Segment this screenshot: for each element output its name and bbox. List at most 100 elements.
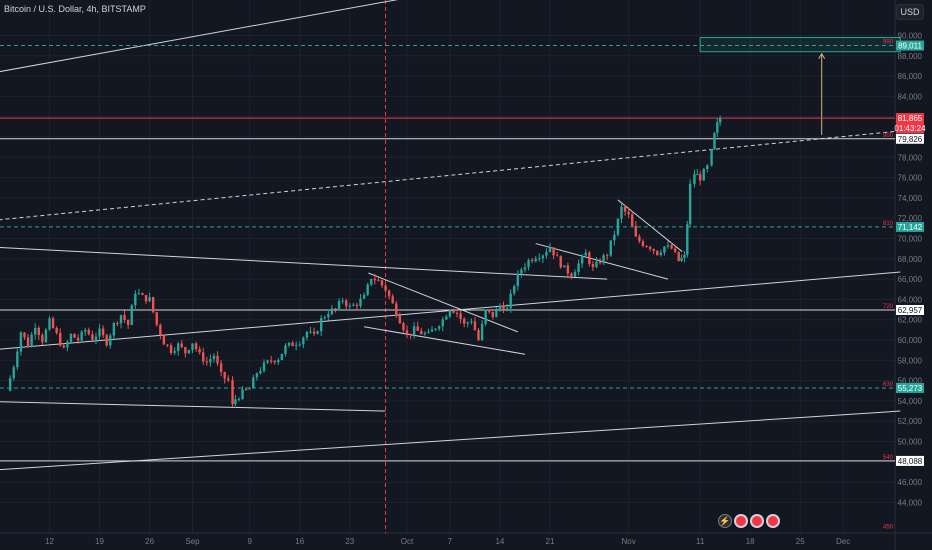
candle-body (8, 378, 12, 391)
candle-body (686, 224, 689, 255)
candle-body (391, 296, 394, 304)
candle-body (366, 284, 369, 295)
candle-body (656, 250, 659, 256)
candle-body (520, 269, 523, 274)
candle-body (688, 183, 692, 225)
candle-body (631, 214, 634, 227)
candle-body (66, 341, 69, 348)
candle-body (427, 331, 430, 333)
candle-body (580, 255, 584, 264)
level-label: 540 (883, 455, 894, 461)
candle-body (509, 293, 512, 309)
candle-body (355, 304, 359, 307)
trend-line (0, 130, 901, 221)
flash-icon[interactable]: ⚡ (718, 514, 732, 528)
candle-body (151, 297, 155, 313)
price-tag-label: 55,273 (898, 384, 923, 393)
candle-body (352, 304, 355, 306)
candle-body (305, 331, 309, 338)
candle-body (370, 278, 373, 285)
candle-body (320, 318, 323, 332)
candle-body (205, 361, 208, 363)
candle-body (434, 328, 437, 330)
candle-body (513, 286, 516, 294)
candle-body (552, 247, 555, 256)
candle-body (237, 399, 241, 401)
candle-body (162, 335, 166, 345)
us-flag-icon[interactable] (766, 514, 780, 528)
candle-body (659, 252, 663, 256)
candle-body (16, 351, 19, 368)
candle-body (34, 327, 37, 335)
us-flag-icon[interactable] (750, 514, 764, 528)
countdown-label: 01:43:24 (894, 124, 926, 133)
price-tick-label: 52,000 (898, 417, 923, 426)
drawings: 990 900 810 720 630 540 450 (0, 0, 901, 533)
candle-body (698, 174, 702, 181)
candle-body (123, 315, 126, 321)
candle-body (209, 359, 212, 363)
candle-body (234, 399, 237, 405)
candle-body (116, 323, 119, 325)
candle-body (177, 343, 180, 352)
candle-body (395, 303, 398, 316)
candle-body (559, 256, 562, 268)
candle-body (627, 211, 630, 215)
candle-body (284, 345, 287, 354)
candle-body (62, 345, 65, 348)
candle-body (216, 355, 219, 364)
candle-body (620, 206, 623, 219)
price-axis: 44,00046,00048,00050,00052,00054,00056,0… (894, 32, 926, 508)
candle-body (280, 353, 284, 361)
price-tag-label: 71,142 (898, 223, 923, 232)
candle-body (252, 377, 255, 389)
candle-body (570, 273, 573, 277)
time-tick-label: Sep (185, 537, 200, 546)
currency-button[interactable]: USD (896, 4, 924, 20)
candle-body (702, 169, 705, 181)
candle-body (377, 280, 380, 282)
candle-body (373, 278, 377, 281)
candle-body (334, 308, 337, 310)
candle-body (48, 318, 51, 330)
candle-body (666, 245, 670, 247)
time-tick-label: 26 (145, 537, 154, 546)
us-flag-icon[interactable] (734, 514, 748, 528)
candle-body (137, 293, 141, 295)
events-icons[interactable]: ⚡ (718, 514, 780, 530)
candle-body (455, 312, 459, 314)
candle-body (663, 246, 666, 253)
candle-body (591, 263, 595, 268)
candle-body (359, 298, 362, 307)
candle-body (683, 254, 686, 258)
candles (8, 115, 722, 408)
candle-body (588, 252, 591, 264)
candle-body (548, 247, 552, 253)
candle-body (638, 236, 641, 242)
candle-body (259, 370, 262, 374)
candle-body (23, 332, 26, 338)
candle-body (534, 258, 537, 262)
candle-body (530, 260, 534, 262)
candle-body (341, 300, 344, 302)
candle-body (309, 331, 312, 333)
price-tag-bg (896, 304, 924, 315)
price-tick-label: 90,000 (898, 32, 923, 41)
candle-body (584, 252, 587, 256)
candle-body (602, 255, 605, 264)
level-label: 630 (883, 382, 894, 388)
candle-body (287, 342, 291, 346)
candle-body (541, 255, 545, 259)
candle-body (294, 345, 298, 347)
candle-body (55, 327, 58, 333)
candle-body (348, 305, 351, 307)
candle-body (101, 328, 105, 336)
candle-body (255, 373, 259, 378)
price-tick-label: 72,000 (898, 214, 923, 223)
candle-body (134, 293, 137, 306)
time-tick-label: Oct (401, 537, 414, 546)
candle-body (241, 389, 244, 400)
candle-body (555, 255, 559, 257)
